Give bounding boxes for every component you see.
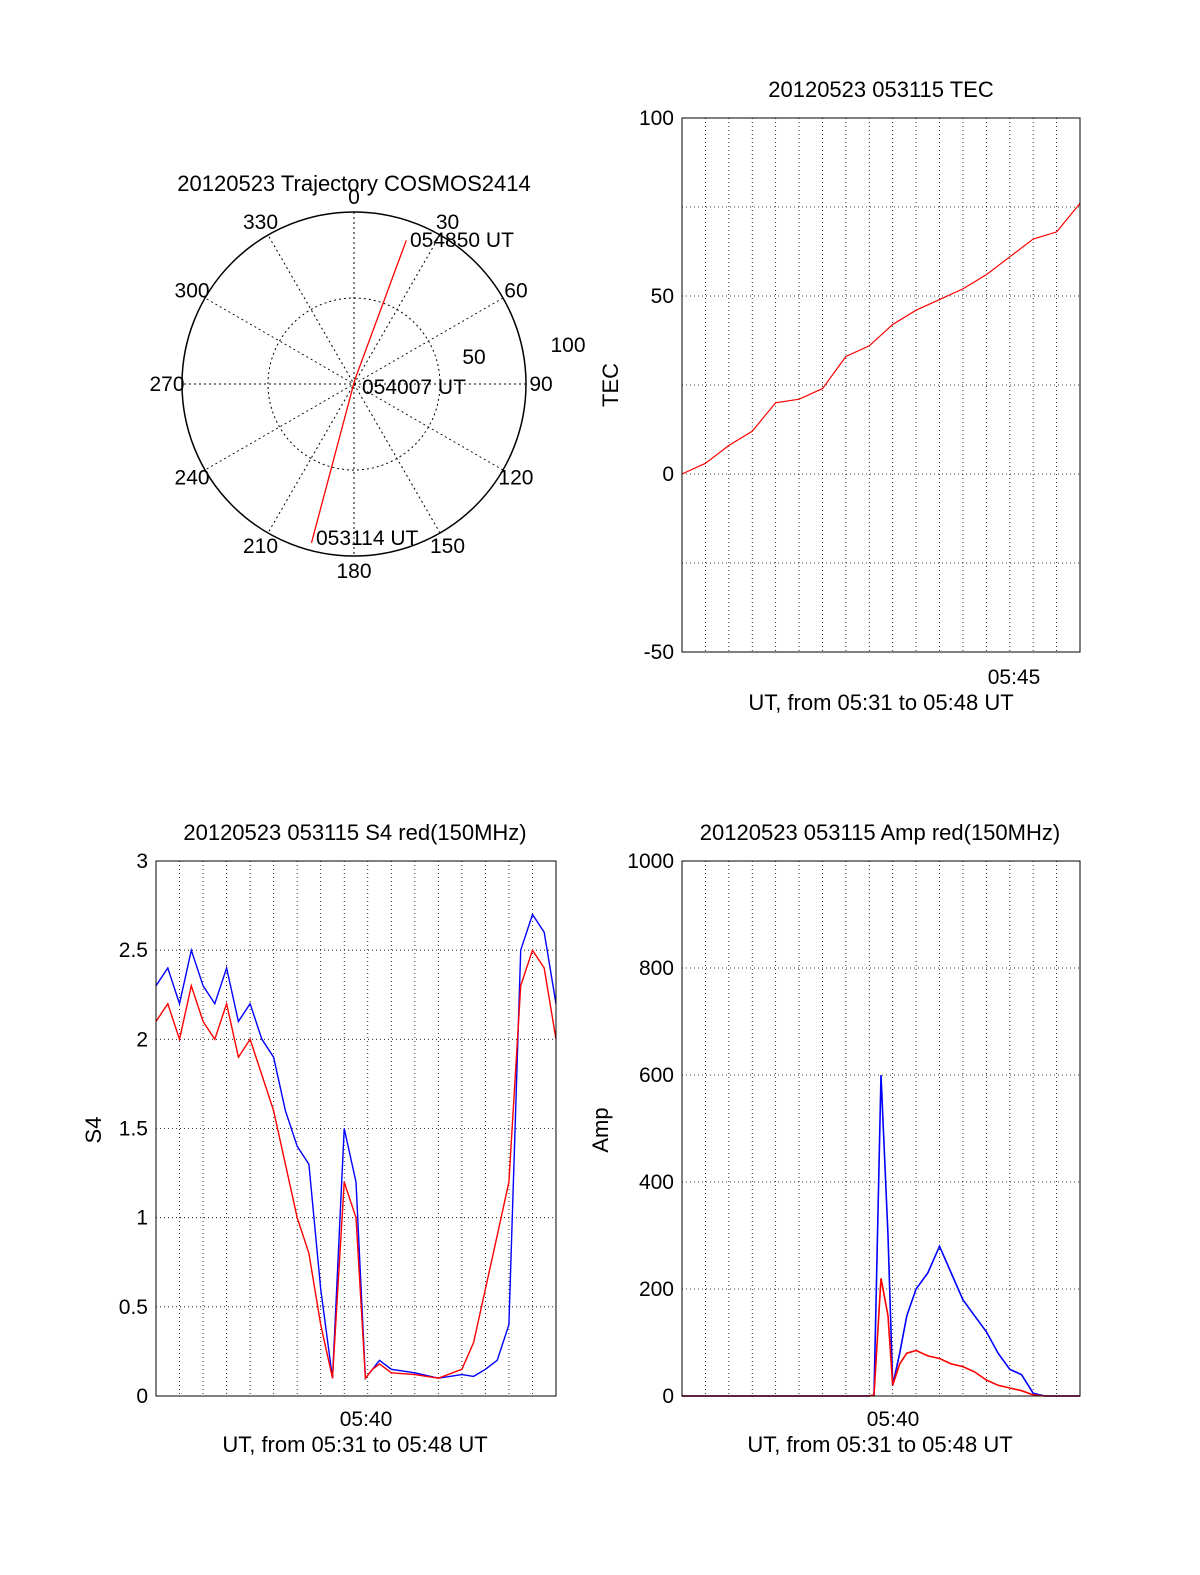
amp-title: 20120523 053115 Amp red(150MHz): [700, 820, 1060, 845]
amp-y-tick-label: 200: [639, 1278, 674, 1301]
polar-azimuth-label: 240: [175, 467, 210, 490]
tec-y-axis-label: TEC: [598, 363, 623, 407]
amp-series-line-1: [682, 1278, 1080, 1397]
amp-y-tick-labels: 0 200 400 600 800 1000: [627, 850, 674, 1408]
s4-y-axis-label: S4: [81, 1117, 106, 1144]
s4-series: [155, 912, 557, 1381]
polar-azimuth-label: 330: [243, 211, 278, 234]
s4-y-tick-label: 2: [136, 1028, 148, 1051]
tec-frame: [681, 117, 1081, 653]
amp-y-tick-label: 800: [639, 957, 674, 980]
tec-series-line: [681, 203, 1081, 475]
s4-frame: [155, 860, 557, 1397]
tec-x-axis-label: UT, from 05:31 to 05:48 UT: [748, 690, 1013, 715]
amp-frame: [681, 860, 1081, 1397]
polar-azimuth-label: 0: [348, 186, 360, 209]
amp-y-tick-label: 400: [639, 1171, 674, 1194]
amp-series: [682, 1074, 1080, 1397]
polar-azimuth-label: 60: [504, 280, 527, 303]
polar-radial-label-50: 50: [462, 346, 485, 369]
s4-y-tick-labels: 0 0.5 1 1.5 2 2.5 3: [119, 850, 148, 1408]
amp-series-line-0: [682, 1074, 1080, 1397]
s4-series-line-1: [155, 948, 557, 1381]
tec-y-tick-label: 100: [639, 107, 674, 130]
s4-y-tick-label: 2.5: [119, 939, 148, 962]
polar-annotation-end: 054850 UT: [410, 229, 514, 252]
s4-y-tick-label: 0.5: [119, 1296, 148, 1319]
s4-grid: [156, 861, 556, 1396]
amp-x-tick-label: 05:40: [867, 1408, 920, 1431]
s4-title: 20120523 053115 S4 red(150MHz): [183, 820, 526, 845]
polar-azimuth-label: 150: [430, 535, 465, 558]
s4-x-axis-label: UT, from 05:31 to 05:48 UT: [222, 1432, 487, 1457]
amp-y-tick-label: 600: [639, 1064, 674, 1087]
polar-annotation-start: 053114 UT: [316, 527, 419, 550]
tec-y-tick-label: 50: [651, 285, 674, 308]
s4-x-tick-label: 05:40: [340, 1408, 393, 1431]
s4-series-line-0: [155, 912, 557, 1381]
s4-y-tick-label: 1: [136, 1207, 148, 1230]
polar-trajectory-chart: 20120523 Trajectory COSMOS2414 0 30 60 90 12…: [149, 171, 585, 583]
tec-y-tick-labels: -50 0 50 100: [639, 107, 674, 664]
tec-y-tick-label: 0: [662, 463, 674, 486]
tec-x-tick-label: 05:45: [988, 666, 1041, 689]
tec-chart: 20120523 053115 TEC -50 0 50 100 05:45 UT, …: [598, 77, 1081, 715]
polar-azimuth-label: 30: [436, 211, 459, 234]
polar-trajectory-line: [310, 240, 407, 543]
polar-azimuth-label: 300: [175, 280, 210, 303]
polar-annotation-mid: 054007 UT: [362, 376, 466, 399]
polar-azimuth-label: 90: [529, 373, 552, 396]
polar-radial-label-100: 100: [550, 334, 585, 357]
s4-chart: 20120523 053115 S4 red(150MHz) 0 0.5 1 1.5 2…: [81, 820, 557, 1457]
tec-grid: [682, 118, 1080, 652]
amp-y-tick-label: 0: [662, 1385, 674, 1408]
s4-y-tick-label: 1.5: [119, 1118, 148, 1141]
tec-y-tick-label: -50: [644, 641, 674, 664]
amp-grid: [682, 861, 1080, 1396]
s4-y-tick-label: 3: [136, 850, 148, 873]
amp-x-axis-label: UT, from 05:31 to 05:48 UT: [747, 1432, 1012, 1457]
polar-azimuth-labels: 0 30 60 90 120 150 180 210 240 270 300 330: [149, 186, 552, 583]
polar-azimuth-label: 120: [498, 467, 533, 490]
tec-title: 20120523 053115 TEC: [768, 77, 994, 102]
polar-azimuth-label: 210: [243, 535, 278, 558]
amp-y-axis-label: Amp: [588, 1107, 613, 1152]
amp-y-tick-label: 1000: [627, 850, 674, 873]
polar-azimuth-label: 180: [336, 560, 371, 583]
polar-azimuth-label: 270: [149, 373, 184, 396]
polar-title: 20120523 Trajectory COSMOS2414: [177, 171, 530, 196]
amp-chart: 20120523 053115 Amp red(150MHz) 0 200 400 6…: [588, 820, 1081, 1457]
s4-y-tick-label: 0: [136, 1385, 148, 1408]
